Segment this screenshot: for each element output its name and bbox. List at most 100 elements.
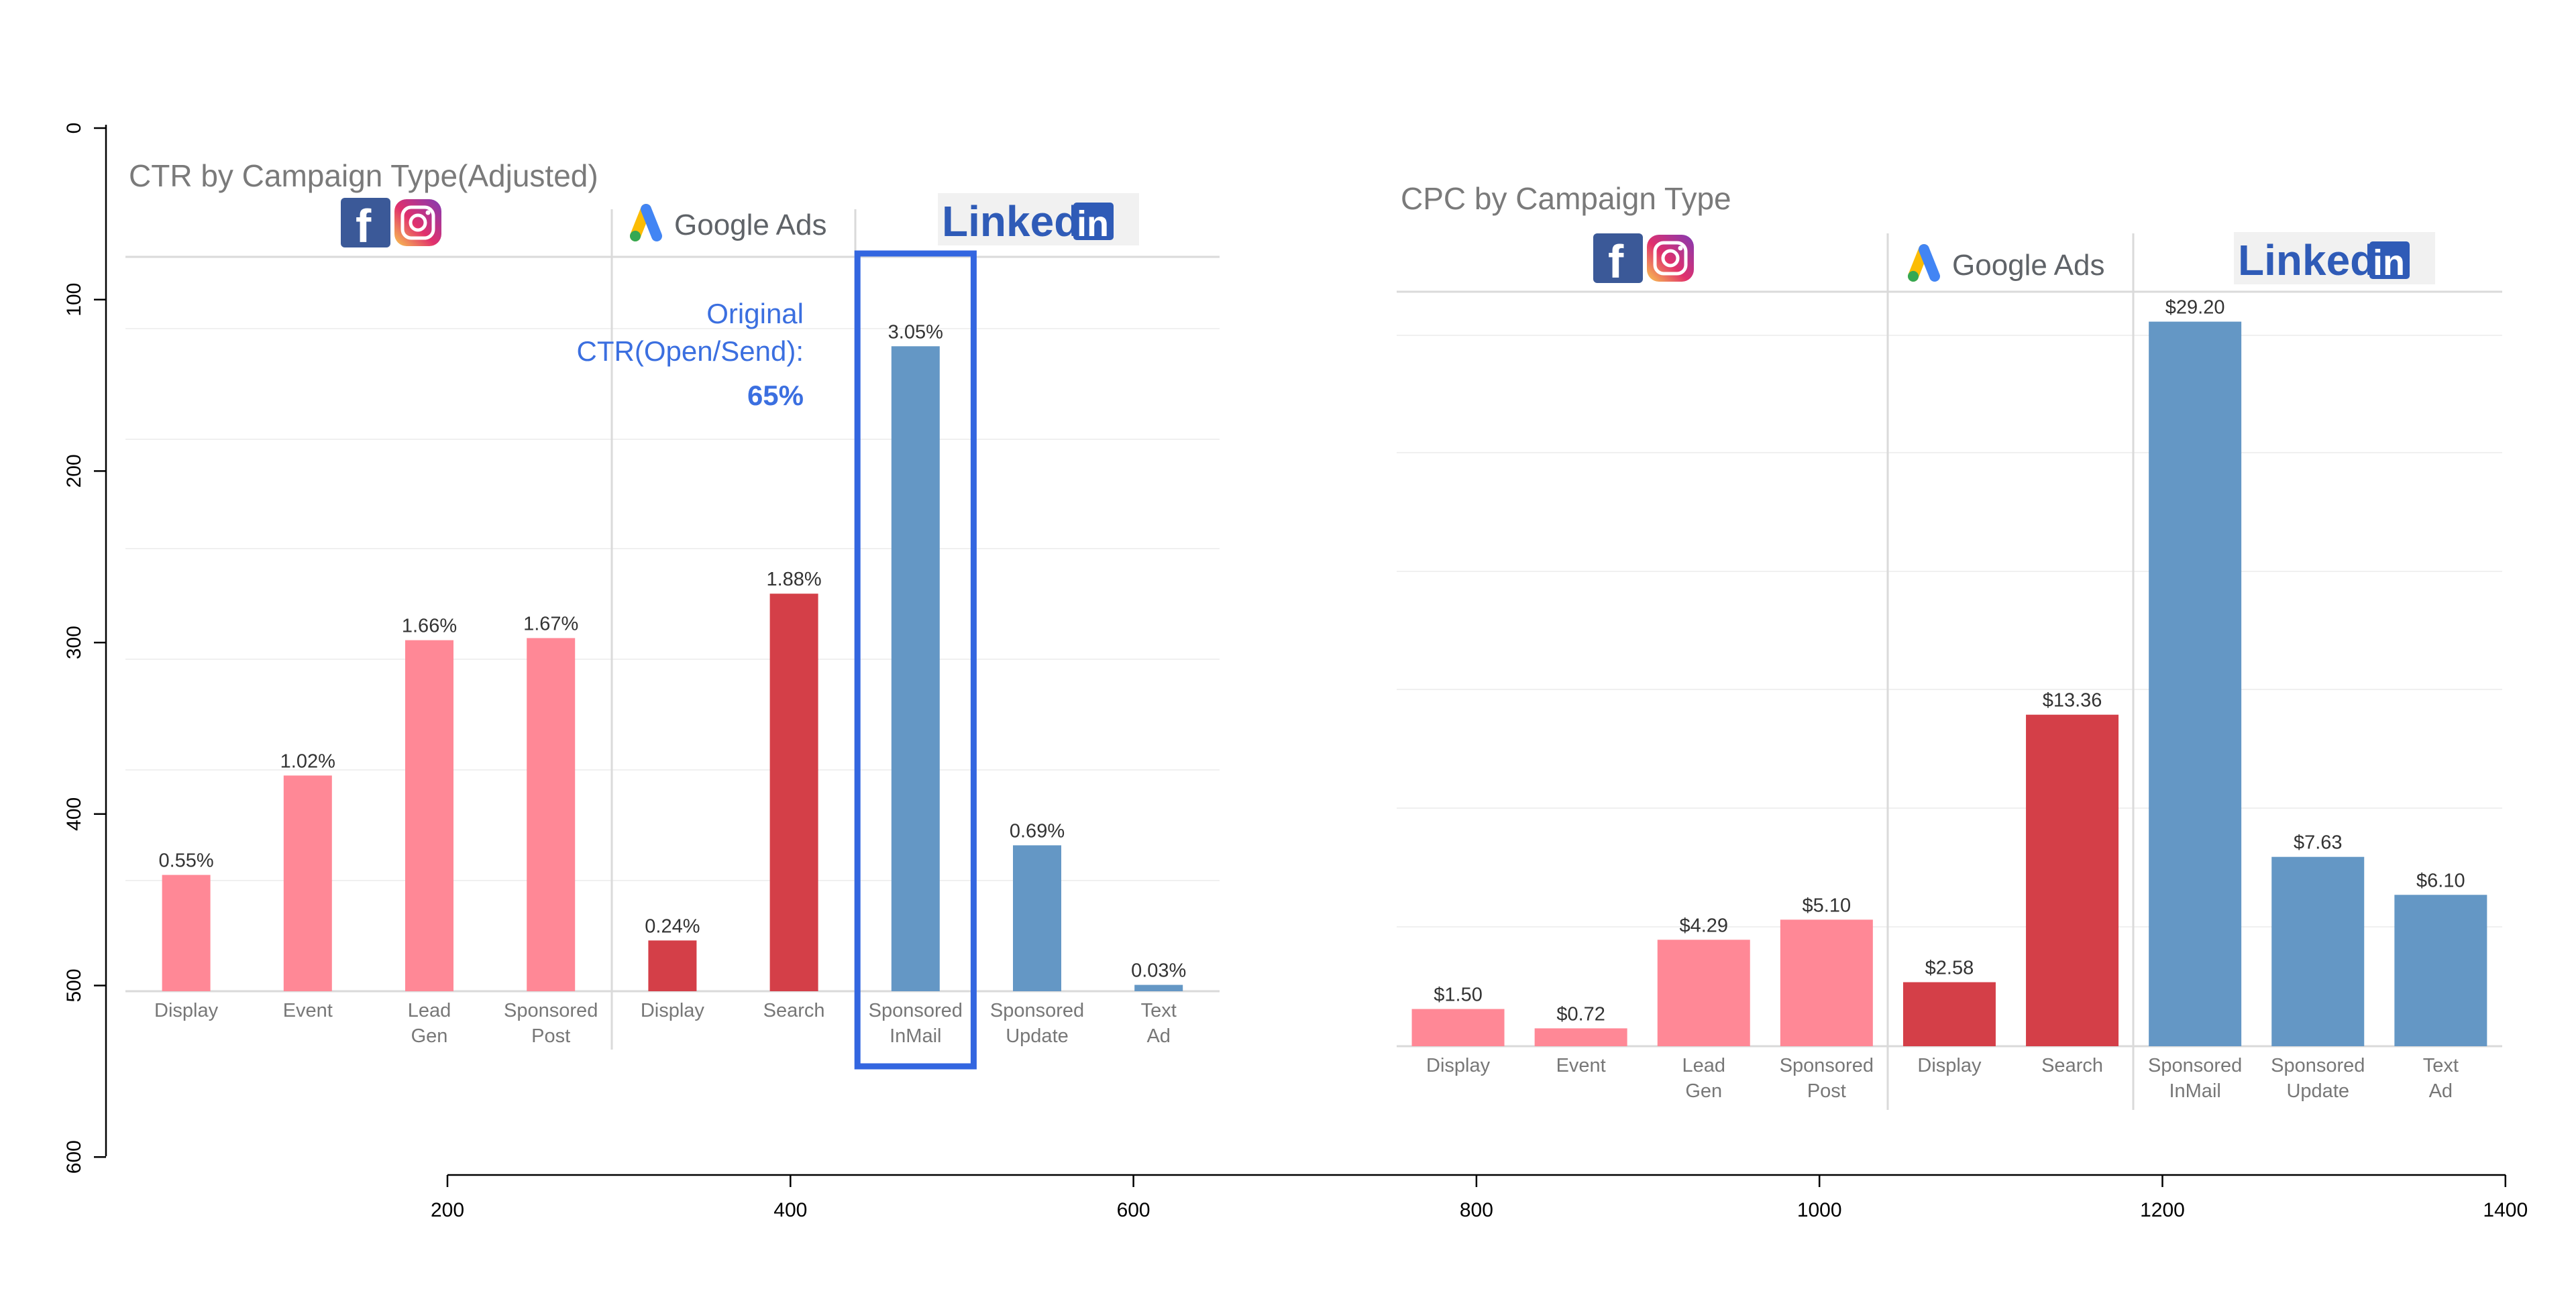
y-axis-tick-label: 200 — [63, 454, 85, 488]
value-label: $4.29 — [1679, 915, 1728, 936]
x-axis-ticks: 200 400 600 800 1000 1200 1400 — [431, 1175, 2528, 1221]
y-axis-tick-label: 400 — [63, 797, 85, 831]
svg-text:f: f — [1608, 235, 1624, 288]
svg-text:f: f — [356, 200, 372, 252]
ctr-bars: 0.55% Display 1.02% Event 1.66% Lead Gen 1.67% S… — [154, 321, 1186, 1047]
bar-facebook-instagram-lead-gen — [405, 640, 453, 991]
value-label: $0.72 — [1556, 1003, 1605, 1025]
value-label: 1.88% — [766, 569, 821, 590]
category-label: Lead Gen — [1682, 1055, 1725, 1102]
facebook-icon: f — [341, 198, 390, 252]
bar-google-ads-search — [769, 594, 818, 991]
ctr-chart-title: CTR by Campaign Type(Adjusted) — [129, 158, 598, 193]
category-label: Sponsored InMail — [869, 1000, 963, 1047]
bar-facebook-instagram-display — [162, 875, 211, 991]
value-label: $2.58 — [1925, 958, 1974, 979]
bar-google-ads-display — [648, 940, 697, 991]
category-label: Sponsored Update — [990, 1000, 1084, 1047]
bar-facebook-instagram-lead-gen — [1657, 940, 1750, 1046]
bar-linkedin-text-ad — [2394, 895, 2487, 1046]
google-ads-label: Google Ads — [674, 209, 827, 241]
bar-linkedin-text-ad — [1134, 985, 1183, 991]
category-label: Event — [283, 1000, 333, 1021]
x-axis-tick-label: 1400 — [2483, 1199, 2528, 1221]
x-axis-tick-label: 600 — [1117, 1199, 1150, 1221]
google-ads-label: Google Ads — [1952, 249, 2105, 282]
y-axis-tick-label: 300 — [63, 626, 85, 659]
value-label: 1.67% — [523, 613, 578, 634]
google-ads-logo: Google Ads — [630, 204, 827, 241]
category-label: Event — [1556, 1055, 1606, 1076]
annotation-line-2: CTR(Open/Send): — [577, 335, 804, 367]
x-axis-tick-label: 400 — [773, 1199, 807, 1221]
value-label: $29.20 — [2165, 297, 2225, 319]
x-axis-tick-label: 1000 — [1797, 1199, 1842, 1221]
cpc-bars: $1.50 Display $0.72 Event $4.29 Lead Gen $5.10 S… — [1411, 297, 2487, 1102]
category-label: Sponsored Update — [2271, 1055, 2365, 1102]
category-label: Sponsored Post — [504, 1000, 598, 1047]
value-label: $7.63 — [2294, 832, 2343, 854]
category-label: Search — [763, 1000, 825, 1021]
y-axis-tick-label: 100 — [63, 283, 85, 317]
value-label: 1.66% — [402, 616, 457, 637]
bar-facebook-instagram-event — [283, 775, 332, 991]
instagram-icon — [1647, 235, 1694, 282]
category-label: Text Ad — [1141, 1000, 1177, 1047]
linkedin-label: Linked — [942, 197, 1080, 245]
x-axis-tick-label: 800 — [1460, 1199, 1493, 1221]
category-label: Display — [641, 1000, 705, 1021]
y-axis-tick-label: 600 — [63, 1140, 85, 1174]
linkedin-logo: Linked in — [2234, 232, 2435, 284]
y-axis-tick-label: 500 — [63, 968, 85, 1002]
category-label: Search — [2041, 1055, 2103, 1076]
value-label: 0.03% — [1131, 960, 1186, 982]
category-label: Sponsored Post — [1780, 1055, 1874, 1102]
linkedin-logo: Linked in — [938, 193, 1139, 245]
linkedin-in-label: in — [1077, 204, 1109, 244]
y-axis-ticks: 0 100 200 300 400 500 600 — [63, 123, 106, 1174]
value-label: 3.05% — [888, 321, 943, 343]
instagram-icon — [394, 199, 441, 246]
cpc-chart-title: CPC by Campaign Type — [1401, 181, 1731, 216]
annotation-line-1: Original — [706, 298, 804, 329]
x-axis-tick-label: 200 — [431, 1199, 464, 1221]
google-ads-icon — [1908, 244, 1940, 282]
value-label: $1.50 — [1434, 985, 1483, 1006]
google-ads-icon — [630, 204, 662, 241]
ctr-panel: CTR by Campaign Type(Adjusted) f — [125, 158, 1220, 1070]
value-label: 0.55% — [158, 850, 213, 872]
bar-linkedin-sponsored-inmail — [891, 346, 940, 991]
bar-linkedin-sponsored-update — [2271, 856, 2365, 1046]
bar-linkedin-sponsored-inmail — [2149, 321, 2242, 1047]
google-ads-logo: Google Ads — [1908, 244, 2105, 282]
cpc-panel: CPC by Campaign Type f — [1397, 181, 2502, 1110]
bar-facebook-instagram-sponsored-post — [527, 638, 576, 991]
bar-facebook-instagram-display — [1411, 1009, 1505, 1046]
annotation-line-3: 65% — [747, 380, 804, 411]
category-label: Display — [154, 1000, 219, 1021]
category-label: Display — [1917, 1055, 1982, 1076]
category-label: Lead Gen — [408, 1000, 451, 1047]
category-label: Text Ad — [2423, 1055, 2459, 1102]
value-label: 0.24% — [645, 915, 700, 937]
category-label: Display — [1426, 1055, 1491, 1076]
x-axis-tick-label: 1200 — [2140, 1199, 2185, 1221]
bar-linkedin-sponsored-update — [1013, 845, 1061, 991]
linkedin-in-label: in — [2373, 243, 2405, 283]
value-label: $13.36 — [2043, 690, 2102, 712]
value-label: $6.10 — [2416, 870, 2465, 891]
value-label: 1.02% — [280, 750, 335, 772]
facebook-icon: f — [1593, 233, 1643, 288]
bar-google-ads-search — [2026, 714, 2119, 1046]
highlight-box — [854, 250, 977, 1070]
value-label: 0.69% — [1010, 820, 1065, 842]
y-axis-tick-label: 0 — [63, 123, 85, 134]
linkedin-label: Linked — [2238, 236, 2376, 284]
bar-facebook-instagram-event — [1534, 1028, 1627, 1046]
bar-google-ads-display — [1902, 982, 1996, 1046]
category-label: Sponsored InMail — [2148, 1055, 2242, 1102]
bar-facebook-instagram-sponsored-post — [1780, 919, 1873, 1046]
value-label: $5.10 — [1803, 895, 1851, 916]
